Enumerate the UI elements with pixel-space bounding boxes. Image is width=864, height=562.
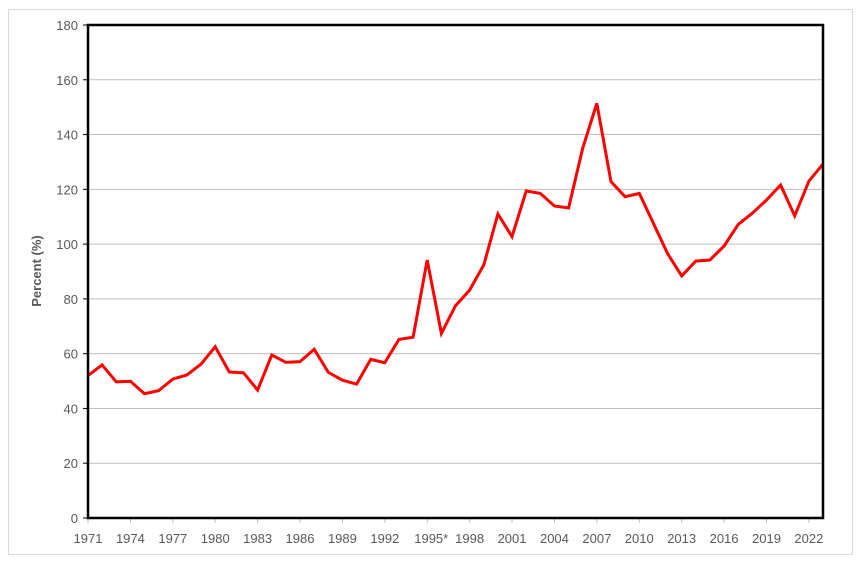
x-tick-label: 1971 bbox=[74, 531, 103, 546]
x-tick-label: 2004 bbox=[540, 531, 569, 546]
y-tick-label: 0 bbox=[71, 511, 78, 526]
y-tick-label: 60 bbox=[64, 347, 78, 362]
x-tick-label: 1980 bbox=[201, 531, 230, 546]
x-tick-label: 2001 bbox=[498, 531, 527, 546]
x-tick-label: 2016 bbox=[710, 531, 739, 546]
y-tick-label: 120 bbox=[56, 182, 78, 197]
y-tick-label: 100 bbox=[56, 237, 78, 252]
x-tick-label: 2019 bbox=[752, 531, 781, 546]
y-tick-label: 140 bbox=[56, 128, 78, 143]
x-tick-label: 1989 bbox=[328, 531, 357, 546]
x-axis-ticks: 1971 1974 1977 1980 1983 1986 1989 1992 1995* 199… bbox=[74, 518, 823, 546]
gridlines bbox=[88, 79, 823, 464]
x-tick-label: 2010 bbox=[625, 531, 654, 546]
y-axis-title: Percent (%) bbox=[29, 235, 44, 307]
y-tick-label: 160 bbox=[56, 73, 78, 88]
x-tick-label: 1983 bbox=[243, 531, 272, 546]
y-tick-label: 20 bbox=[64, 456, 78, 471]
x-tick-label: 1977 bbox=[158, 531, 187, 546]
data-line bbox=[87, 102, 825, 396]
x-tick-label: 2013 bbox=[667, 531, 696, 546]
x-tick-label: 2007 bbox=[582, 531, 611, 546]
y-tick-label: 80 bbox=[64, 292, 78, 307]
x-tick-label: 2022 bbox=[794, 531, 823, 546]
x-tick-label: 1992 bbox=[370, 531, 399, 546]
x-tick-label: 1995* bbox=[414, 531, 448, 546]
plot-area-border bbox=[86, 23, 825, 520]
y-axis-ticks: 0 20 40 60 80 100 120 140 160 180 bbox=[56, 18, 88, 526]
x-tick-label: 1986 bbox=[286, 531, 315, 546]
x-tick-label: 1974 bbox=[116, 531, 145, 546]
y-tick-label: 180 bbox=[56, 18, 78, 33]
y-tick-label: 40 bbox=[64, 401, 78, 416]
x-tick-label: 1998 bbox=[455, 531, 484, 546]
